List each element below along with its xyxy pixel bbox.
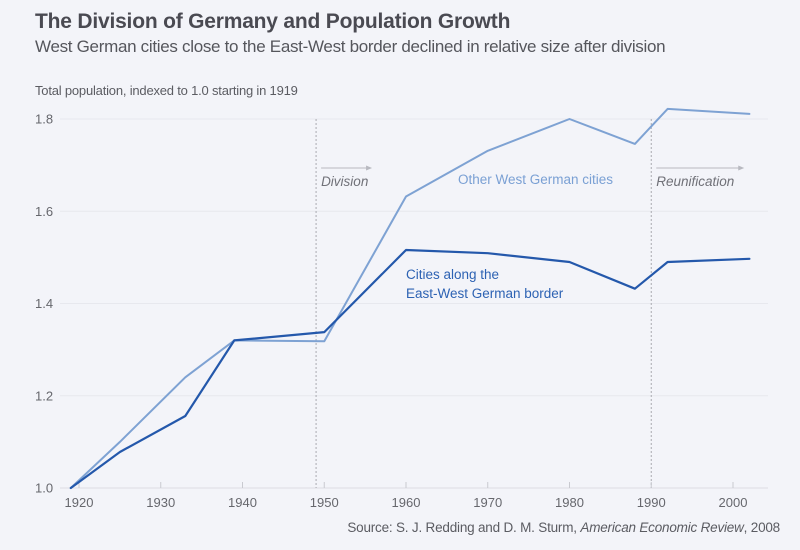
chart-subtitle: West German cities close to the East-Wes… [35, 37, 666, 56]
chart-title: The Division of Germany and Population G… [35, 10, 511, 33]
y-tick-label: 1.0 [35, 481, 53, 496]
annotations: Division Reunification [315, 119, 745, 488]
source-note: Source: S. J. Redding and D. M. Sturm, A… [347, 520, 780, 535]
x-tick-label: 1950 [310, 495, 339, 510]
annotation-arrow-head [366, 165, 373, 171]
series-label-other-cities: Other West German cities [458, 172, 613, 187]
x-tick-label: 1920 [65, 495, 94, 510]
annotation-label: Division [321, 174, 368, 189]
series-labels: Other West German cities Cities along the… [406, 172, 613, 301]
y-tick-label: 1.8 [35, 112, 53, 127]
y-tick-label: 1.6 [35, 204, 53, 219]
source-suffix: , 2008 [743, 520, 781, 535]
y-tick-label: 1.4 [35, 296, 53, 311]
series-label-border-cities-line1: Cities along the [406, 267, 499, 282]
series-label-border-cities-line2: East-West German border [406, 286, 564, 301]
annotation-label: Reunification [656, 174, 734, 189]
annotation-arrow-head [738, 165, 745, 171]
source-journal: American Economic Review [580, 520, 744, 535]
source-prefix: Source: S. J. Redding and D. M. Sturm, [347, 520, 581, 535]
x-tick-label: 1990 [637, 495, 666, 510]
x-tick-label: 1930 [146, 495, 175, 510]
x-axis: 1920 1930 1940 1950 1960 1970 1980 1990 2000 [65, 482, 748, 510]
x-tick-label: 1960 [392, 495, 421, 510]
gridlines [60, 118, 768, 489]
x-tick-label: 1970 [473, 495, 502, 510]
y-axis: 1.0 1.2 1.4 1.6 1.8 [35, 112, 53, 496]
series-line-other-cities [69, 107, 751, 489]
series-line-border-cities [69, 248, 751, 490]
series-lines [69, 107, 751, 490]
x-tick-label: 2000 [719, 495, 748, 510]
y-axis-label: Total population, indexed to 1.0 startin… [35, 83, 298, 98]
y-tick-label: 1.2 [35, 388, 53, 403]
x-tick-label: 1980 [555, 495, 584, 510]
x-tick-label: 1940 [228, 495, 257, 510]
